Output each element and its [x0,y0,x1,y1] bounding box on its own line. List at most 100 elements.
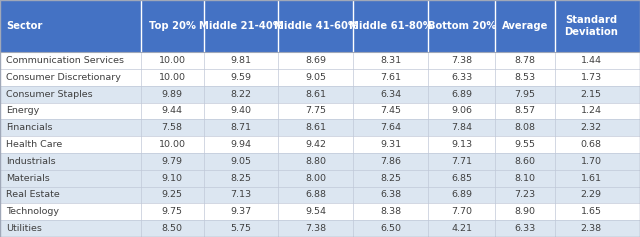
Text: 4.21: 4.21 [451,224,472,233]
Text: 8.50: 8.50 [162,224,182,233]
Text: 9.05: 9.05 [230,157,252,166]
Text: Sector: Sector [6,21,43,31]
Text: 8.25: 8.25 [380,174,401,183]
Text: 8.53: 8.53 [515,73,536,82]
Text: 10.00: 10.00 [159,140,186,149]
Text: 6.50: 6.50 [380,224,401,233]
Text: 6.89: 6.89 [451,90,472,99]
Text: 1.44: 1.44 [580,56,602,65]
Text: 9.42: 9.42 [305,140,326,149]
Text: 8.90: 8.90 [515,207,536,216]
Text: 7.86: 7.86 [380,157,401,166]
Text: Bottom 20%: Bottom 20% [428,21,496,31]
Text: 7.38: 7.38 [305,224,326,233]
Text: 7.61: 7.61 [380,73,401,82]
Bar [0,136,640,153]
Text: 8.69: 8.69 [305,56,326,65]
Text: 1.61: 1.61 [580,174,602,183]
Text: 8.22: 8.22 [230,90,252,99]
Bar [0,103,640,119]
Text: 8.00: 8.00 [305,174,326,183]
Text: 9.10: 9.10 [162,174,182,183]
Text: Energy: Energy [6,106,40,115]
Text: Real Estate: Real Estate [6,191,60,200]
Text: 6.33: 6.33 [451,73,472,82]
Text: 0.68: 0.68 [580,140,602,149]
Text: 6.38: 6.38 [380,191,401,200]
Text: 8.61: 8.61 [305,90,326,99]
Text: 5.75: 5.75 [230,224,252,233]
Text: Materials: Materials [6,174,50,183]
Text: Standard
Deviation: Standard Deviation [564,15,618,37]
Text: Technology: Technology [6,207,60,216]
Text: Financials: Financials [6,123,53,132]
Bar [0,203,640,220]
Text: 9.75: 9.75 [162,207,182,216]
Text: 10.00: 10.00 [159,73,186,82]
Text: 9.25: 9.25 [162,191,182,200]
Text: 8.57: 8.57 [515,106,536,115]
Text: 9.79: 9.79 [162,157,182,166]
Text: 6.85: 6.85 [451,174,472,183]
Text: 7.45: 7.45 [380,106,401,115]
Text: 7.95: 7.95 [515,90,536,99]
Text: 7.23: 7.23 [515,191,536,200]
Text: Middle 41-60%: Middle 41-60% [274,21,358,31]
Text: 8.25: 8.25 [230,174,252,183]
Text: 2.32: 2.32 [580,123,602,132]
Text: 9.81: 9.81 [230,56,252,65]
Text: 1.70: 1.70 [580,157,602,166]
Text: Communication Services: Communication Services [6,56,124,65]
Bar [0,0,640,52]
Text: 9.13: 9.13 [451,140,472,149]
Text: 6.34: 6.34 [380,90,401,99]
Text: 2.29: 2.29 [580,191,602,200]
Text: 9.44: 9.44 [162,106,182,115]
Text: 7.71: 7.71 [451,157,472,166]
Text: 7.13: 7.13 [230,191,252,200]
Bar [0,69,640,86]
Text: 8.71: 8.71 [230,123,252,132]
Text: Top 20%: Top 20% [148,21,196,31]
Text: 9.40: 9.40 [230,106,252,115]
Text: Consumer Discretionary: Consumer Discretionary [6,73,121,82]
Text: 9.55: 9.55 [515,140,536,149]
Text: 6.88: 6.88 [305,191,326,200]
Text: 2.38: 2.38 [580,224,602,233]
Text: 9.31: 9.31 [380,140,401,149]
Text: 6.89: 6.89 [451,191,472,200]
Text: 7.64: 7.64 [380,123,401,132]
Text: Middle 21-40%: Middle 21-40% [199,21,283,31]
Text: 9.37: 9.37 [230,207,252,216]
Text: 1.24: 1.24 [580,106,602,115]
Text: 1.65: 1.65 [580,207,602,216]
Text: Middle 61-80%: Middle 61-80% [349,21,433,31]
Bar [0,170,640,187]
Text: 8.78: 8.78 [515,56,536,65]
Text: 8.08: 8.08 [515,123,536,132]
Text: 8.38: 8.38 [380,207,401,216]
Bar [0,52,640,69]
Text: 7.58: 7.58 [162,123,182,132]
Text: 9.54: 9.54 [305,207,326,216]
Text: 9.05: 9.05 [305,73,326,82]
Text: 7.38: 7.38 [451,56,472,65]
Text: Health Care: Health Care [6,140,63,149]
Text: 9.59: 9.59 [230,73,252,82]
Text: 8.60: 8.60 [515,157,536,166]
Text: 1.73: 1.73 [580,73,602,82]
Text: 7.75: 7.75 [305,106,326,115]
Text: 8.10: 8.10 [515,174,536,183]
Text: 10.00: 10.00 [159,56,186,65]
Bar [0,220,640,237]
Text: 8.31: 8.31 [380,56,401,65]
Text: Industrials: Industrials [6,157,56,166]
Text: 8.61: 8.61 [305,123,326,132]
Text: 7.84: 7.84 [451,123,472,132]
Bar [0,153,640,170]
Text: 7.70: 7.70 [451,207,472,216]
Text: 2.15: 2.15 [580,90,602,99]
Text: 9.06: 9.06 [451,106,472,115]
Text: 9.89: 9.89 [162,90,182,99]
Text: Consumer Staples: Consumer Staples [6,90,93,99]
